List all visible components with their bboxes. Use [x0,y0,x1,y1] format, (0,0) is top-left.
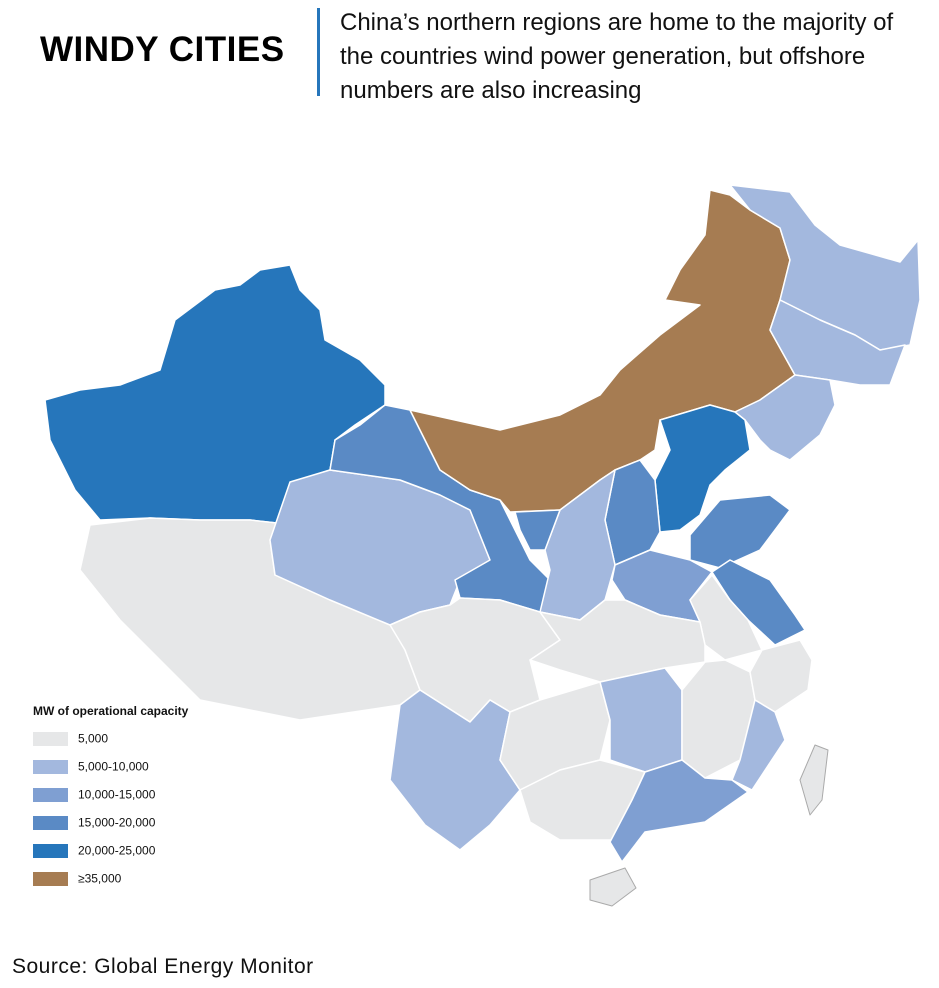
region [689,494,791,569]
region [609,759,749,863]
legend-label: 5,000 [78,732,108,746]
region [731,699,786,791]
legend-swatch [33,760,68,774]
region [529,599,706,683]
legend-label: 20,000-25,000 [78,844,156,858]
legend-swatch [33,844,68,858]
legend-swatch [33,732,68,746]
title: WINDY CITIES [40,30,285,69]
legend-label: 15,000-20,000 [78,816,156,830]
legend-label: 10,000-15,000 [78,788,156,802]
region [389,689,521,851]
legend: 5,000 5,000-10,000 10,000-15,000 15,000-20,… [33,732,156,886]
region [514,509,561,551]
source: Source: Global Energy Monitor [12,955,314,978]
region [409,189,796,513]
legend-swatch [33,788,68,802]
legend-label: ≥35,000 [78,872,122,886]
region [589,867,637,907]
legend-label: 5,000-10,000 [78,760,149,774]
legend-title: MW of operational capacity [33,704,189,718]
region [599,667,683,773]
legend-swatch [33,816,68,830]
subtitle: China’s northern regions are home to the… [340,9,894,104]
region [799,744,829,816]
title-divider [317,8,320,96]
region [749,639,813,713]
region [689,574,763,661]
legend-swatch [33,872,68,886]
map-regions [44,184,921,907]
